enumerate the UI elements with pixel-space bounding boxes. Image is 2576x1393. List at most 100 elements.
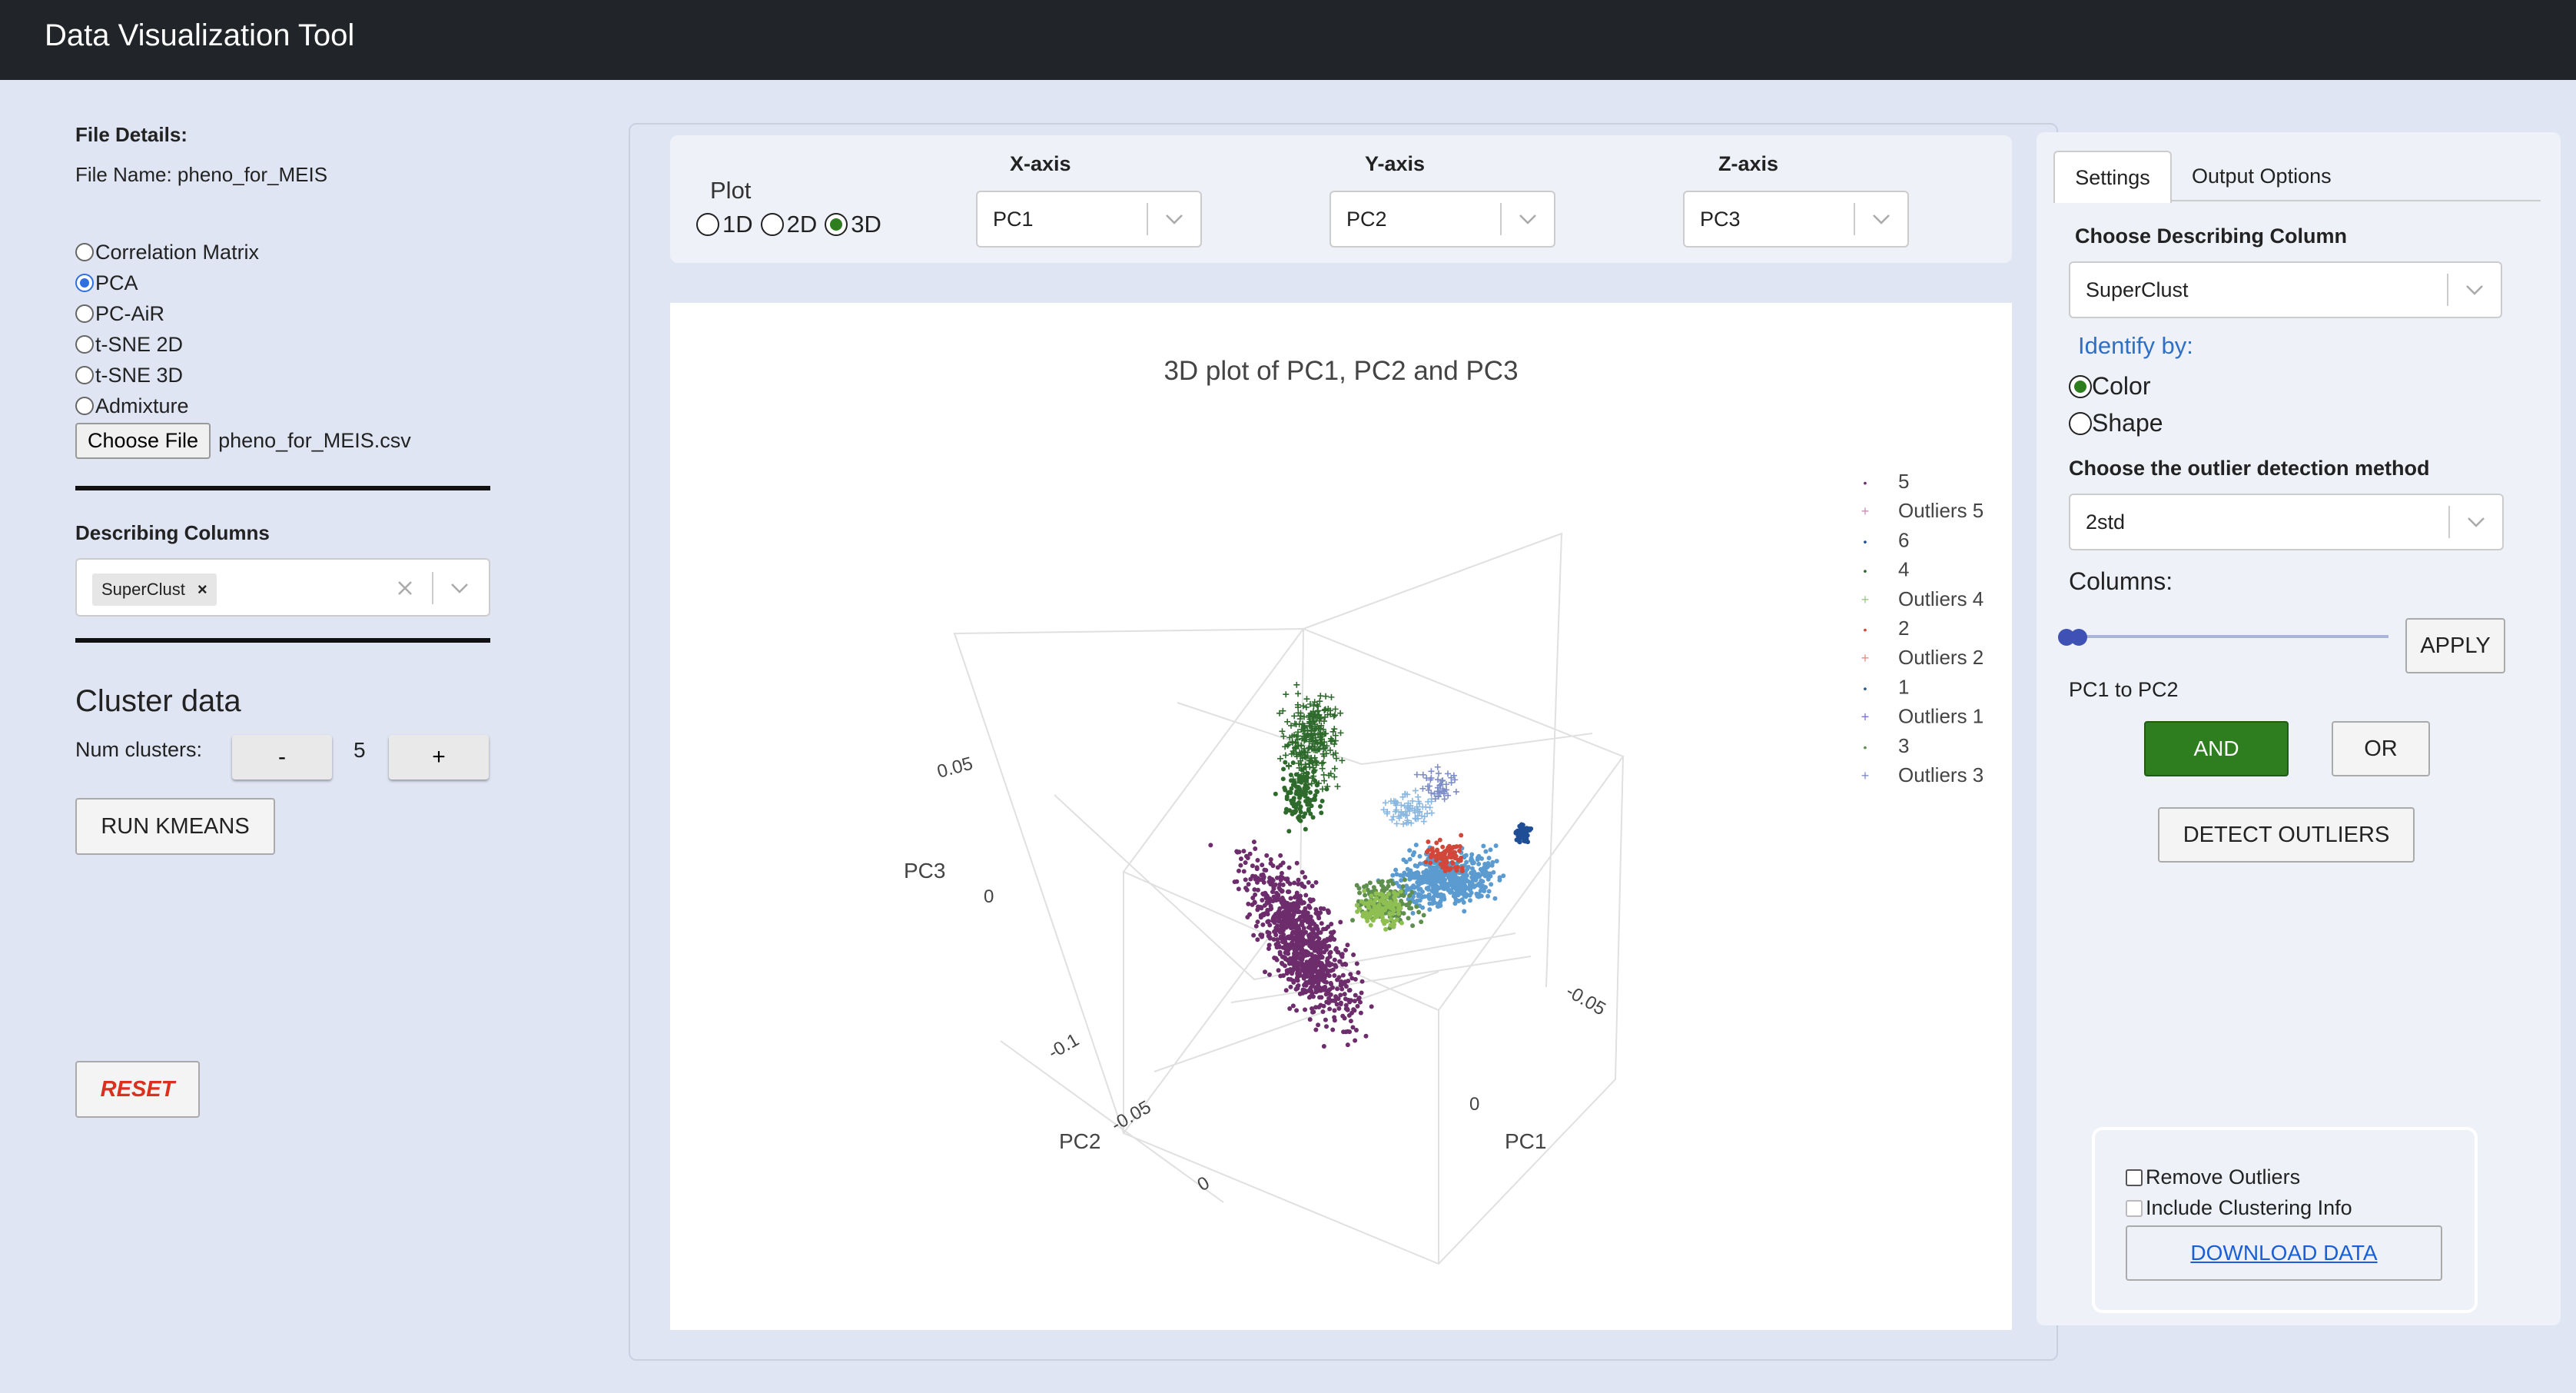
data-point	[1303, 916, 1308, 922]
data-point	[1329, 985, 1335, 990]
data-point	[1310, 1006, 1315, 1011]
data-point	[1402, 808, 1409, 815]
radio-icon[interactable]	[75, 304, 94, 323]
describing-columns-select[interactable]: SuperClust ×	[75, 558, 490, 617]
data-point	[1343, 962, 1349, 967]
choose-file-button[interactable]: Choose File	[75, 423, 211, 459]
data-point	[1252, 900, 1257, 906]
data-point	[1420, 818, 1427, 825]
data-point	[1330, 713, 1337, 720]
radio-icon[interactable]	[75, 335, 94, 354]
option-pc-air[interactable]: PC-AiR	[75, 298, 259, 329]
legend-item[interactable]: • 4	[1864, 558, 1910, 581]
x-axis-select[interactable]: PC1	[976, 191, 1202, 248]
legend-marker: +	[1861, 592, 1870, 607]
range-handle-end[interactable]	[2070, 629, 2087, 646]
legend-item[interactable]: • 3	[1864, 734, 1910, 757]
data-point	[1322, 706, 1329, 713]
chevron-down-icon[interactable]	[449, 580, 470, 597]
data-point	[1313, 926, 1318, 931]
tab-output-options[interactable]: Output Options	[2192, 165, 2332, 188]
data-point	[1334, 1002, 1339, 1007]
data-point	[1452, 776, 1459, 783]
legend-item[interactable]: + Outliers 5	[1861, 499, 1984, 522]
radio-1d[interactable]	[696, 213, 719, 236]
legend-item[interactable]: • 1	[1864, 675, 1910, 698]
data-point	[1324, 999, 1329, 1005]
plot-area[interactable]: 3D plot of PC1, PC2 and PC3 PC3 PC2 PC1 …	[670, 303, 2012, 1330]
data-point	[1355, 909, 1360, 914]
radio-3d[interactable]	[825, 213, 848, 236]
data-point	[1359, 979, 1365, 984]
option-tsne-2d[interactable]: t-SNE 2D	[75, 329, 259, 360]
describing-column-select[interactable]: SuperClust	[2069, 261, 2502, 318]
checkbox-icon[interactable]	[2126, 1199, 2143, 1217]
radio-2d[interactable]	[760, 213, 784, 236]
data-point	[1291, 979, 1296, 985]
chip-remove-icon[interactable]: ×	[197, 580, 207, 599]
data-point	[1300, 722, 1307, 729]
data-point	[1296, 966, 1301, 972]
chart-legend: • 5 + Outliers 5 • 6 • 4 + Outliers 4 • 2 + Outliers …	[1861, 470, 1984, 786]
legend-item[interactable]: + Outliers 1	[1861, 705, 1984, 728]
scatter-3d-chart[interactable]: 3D plot of PC1, PC2 and PC3 PC3 PC2 PC1 …	[670, 303, 2012, 1330]
data-point	[1285, 946, 1290, 952]
data-point	[1406, 872, 1412, 877]
data-point	[1283, 787, 1288, 793]
data-point	[1373, 891, 1379, 896]
data-point	[1329, 962, 1334, 967]
download-data-button[interactable]: DOWNLOAD DATA	[2126, 1225, 2442, 1281]
data-point	[1329, 751, 1336, 758]
data-point	[1363, 1033, 1369, 1039]
radio-icon[interactable]	[75, 366, 94, 384]
data-point	[1407, 886, 1412, 892]
data-point	[1316, 717, 1323, 724]
increment-clusters-button[interactable]: +	[389, 735, 489, 780]
clear-icon[interactable]	[395, 578, 415, 598]
data-point	[1313, 793, 1318, 798]
and-button[interactable]: AND	[2144, 721, 2289, 776]
outlier-method-select[interactable]: 2std	[2069, 494, 2504, 550]
decrement-clusters-button[interactable]: -	[232, 735, 332, 780]
data-point	[1306, 806, 1311, 812]
identify-by-label: Identify by:	[2078, 332, 2193, 359]
remove-outliers-option[interactable]: Remove Outliers	[2126, 1165, 2300, 1189]
y-axis-select[interactable]: PC2	[1329, 191, 1555, 248]
data-point	[1437, 837, 1442, 843]
or-button[interactable]: OR	[2332, 721, 2430, 776]
radio-icon[interactable]	[75, 274, 94, 292]
legend-item[interactable]: + Outliers 2	[1861, 646, 1984, 669]
data-point	[1314, 789, 1320, 794]
apply-button[interactable]: APPLY	[2405, 618, 2505, 673]
legend-item[interactable]: + Outliers 4	[1861, 587, 1984, 610]
data-point	[1374, 896, 1379, 901]
identify-shape-option[interactable]: Shape	[2069, 409, 2163, 437]
reset-button[interactable]: RESET	[75, 1061, 200, 1118]
data-point	[1296, 877, 1301, 883]
run-kmeans-button[interactable]: RUN KMEANS	[75, 798, 275, 855]
option-pca[interactable]: PCA	[75, 268, 259, 298]
legend-item[interactable]: • 2	[1864, 617, 1910, 640]
option-correlation-matrix[interactable]: Correlation Matrix	[75, 237, 259, 268]
legend-item[interactable]: • 6	[1864, 528, 1910, 551]
columns-range-track[interactable]	[2060, 635, 2388, 638]
option-admixture[interactable]: Admixture	[75, 391, 259, 421]
data-point	[1402, 790, 1409, 797]
radio-icon[interactable]	[75, 243, 94, 261]
data-point	[1316, 712, 1323, 719]
detect-outliers-button[interactable]: DETECT OUTLIERS	[2158, 807, 2415, 863]
tab-settings[interactable]: Settings	[2053, 151, 2172, 203]
include-clustering-option[interactable]: Include Clustering Info	[2126, 1196, 2352, 1220]
identify-color-option[interactable]: Color	[2069, 372, 2150, 401]
data-point	[1409, 889, 1415, 895]
radio-icon[interactable]	[75, 397, 94, 415]
radio-icon[interactable]	[2069, 374, 2092, 398]
radio-icon[interactable]	[2069, 411, 2092, 435]
data-point	[1295, 962, 1300, 968]
z-axis-select[interactable]: PC3	[1683, 191, 1909, 248]
checkbox-icon[interactable]	[2126, 1169, 2143, 1186]
legend-item[interactable]: + Outliers 3	[1861, 763, 1984, 786]
option-tsne-3d[interactable]: t-SNE 3D	[75, 360, 259, 391]
data-point	[1324, 711, 1331, 718]
legend-item[interactable]: • 5	[1864, 470, 1910, 493]
